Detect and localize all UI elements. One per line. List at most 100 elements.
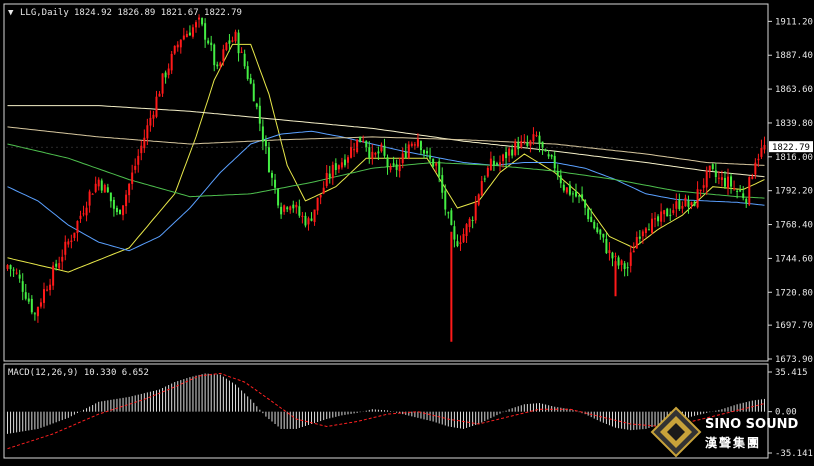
candle (176, 41, 179, 52)
candle (295, 201, 298, 214)
candle (727, 168, 729, 195)
candle (173, 45, 176, 55)
candle (371, 144, 374, 165)
candle (316, 197, 319, 215)
candle (91, 193, 94, 195)
candle (748, 176, 751, 207)
candle (763, 136, 766, 154)
ohlc-values: 1824.92 1826.89 1821.67 1822.79 (74, 8, 242, 18)
candle (459, 235, 462, 251)
macd-axis: 35.415 0.00 -35.141 (768, 368, 813, 459)
candle (690, 201, 693, 210)
diamond-logo-icon (650, 406, 702, 458)
candle (547, 150, 550, 159)
candle (435, 161, 438, 173)
candle (225, 42, 228, 52)
candle (535, 131, 538, 138)
candle (419, 140, 422, 156)
candle (304, 212, 307, 228)
candle (58, 256, 61, 270)
candle (64, 235, 67, 261)
candle (565, 187, 568, 195)
price-tick-label: 1911.20 (775, 17, 813, 27)
candle (350, 139, 353, 159)
candle (195, 20, 197, 33)
candle (343, 154, 346, 168)
candle (416, 133, 419, 149)
moving-averages (7, 43, 765, 273)
candle (717, 171, 720, 185)
macd-signal-line (7, 372, 765, 450)
candle (617, 255, 620, 270)
candle (517, 136, 520, 156)
candle (723, 171, 726, 189)
candle (684, 194, 687, 207)
candle (261, 119, 264, 151)
ma_long1-line (7, 105, 765, 178)
candle (222, 44, 225, 66)
candle (271, 170, 273, 186)
candle (587, 206, 590, 222)
candle (301, 211, 304, 224)
candle (374, 151, 377, 158)
candle (185, 30, 188, 38)
candle (672, 203, 675, 216)
candle (210, 35, 213, 52)
candle (745, 197, 748, 208)
candle (675, 193, 678, 217)
candle (666, 207, 669, 217)
candle (24, 284, 27, 301)
candle (122, 205, 125, 221)
candle (638, 230, 641, 245)
candle (152, 110, 155, 128)
candle (386, 154, 389, 175)
candle (605, 232, 608, 255)
candle (286, 206, 289, 213)
candle (179, 39, 182, 54)
candle (325, 165, 328, 188)
candle (170, 51, 173, 74)
candle (647, 223, 650, 231)
candle (480, 175, 483, 196)
candle (596, 222, 599, 234)
candle (489, 151, 492, 171)
candle (6, 264, 9, 271)
candle (340, 157, 343, 170)
price-tick-label: 1839.80 (775, 119, 813, 129)
candle (678, 193, 681, 211)
candle (499, 155, 501, 172)
candle (550, 154, 553, 160)
candle (644, 227, 647, 238)
candle (401, 147, 404, 169)
candle (191, 24, 194, 39)
macd-tick-label: 35.415 (775, 368, 808, 378)
candle (432, 158, 435, 168)
candle (9, 264, 12, 277)
candle (687, 195, 690, 214)
candle (331, 161, 334, 185)
candle (599, 228, 602, 240)
candle (556, 164, 559, 180)
candle (161, 73, 164, 97)
candle (456, 234, 459, 248)
candle (511, 144, 514, 159)
candle (274, 173, 277, 194)
candle (575, 183, 577, 198)
candle (383, 138, 386, 159)
candle (654, 212, 657, 228)
candle (106, 183, 109, 193)
candle (714, 162, 717, 184)
candle (751, 173, 754, 180)
candle (103, 183, 106, 193)
candle (559, 169, 562, 188)
candle (477, 193, 480, 207)
candle (538, 131, 541, 153)
candle (67, 238, 70, 248)
candle (70, 234, 73, 249)
candles (6, 14, 766, 342)
candle (641, 229, 644, 244)
candle (115, 205, 118, 216)
candle (310, 212, 313, 222)
candle (267, 141, 270, 173)
